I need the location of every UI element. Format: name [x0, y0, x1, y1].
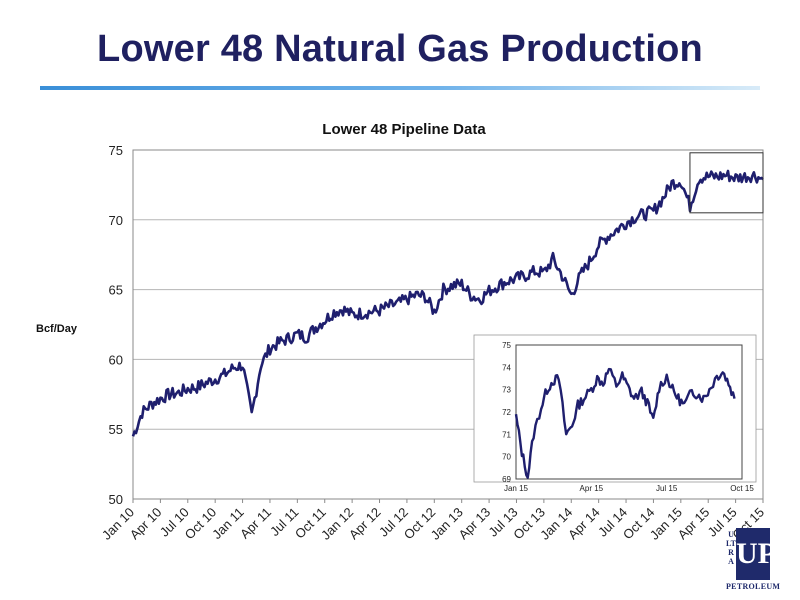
logo-mark: UP [736, 528, 776, 580]
main-x-tick: Apr 15 [675, 505, 713, 543]
inset-plot-frame [515, 344, 743, 480]
title-rule [40, 86, 760, 90]
logo-vertical-text: ULTRA [726, 530, 736, 566]
main-y-tick: 65 [109, 283, 123, 298]
company-logo: ULTRA UP PETROLEUM [726, 528, 781, 594]
inset-series-line [514, 367, 736, 479]
inset-y-tick: 69 [502, 475, 511, 484]
inset-y-tick: 75 [502, 341, 511, 350]
inset-x-tick: Jul 15 [656, 484, 678, 493]
inset-y-tick: 74 [502, 363, 511, 372]
main-y-tick: 50 [109, 492, 123, 507]
inset-x-tick: Oct 15 [730, 484, 754, 493]
main-y-tick: 70 [109, 213, 123, 228]
slide-title: Lower 48 Natural Gas Production [97, 28, 703, 70]
main-x-tick: Jan 11 [209, 505, 247, 543]
inset-y-tick: 72 [502, 408, 511, 417]
inset-y-tick: 70 [502, 453, 511, 462]
main-x-tick: Apr 12 [346, 505, 384, 543]
main-y-tick-labels: 50 55 60 65 70 75 [109, 143, 123, 507]
chart-title: Lower 48 Pipeline Data [322, 121, 486, 138]
y-axis-label: Bcf/Day [36, 323, 78, 335]
main-y-tick: 75 [109, 143, 123, 158]
main-x-tick: Apr 10 [127, 505, 165, 543]
main-plot-frame [132, 149, 764, 500]
inset-x-tick: Apr 15 [580, 484, 604, 493]
main-series-line [131, 169, 764, 437]
main-x-tick: Apr 14 [565, 505, 603, 543]
main-x-tick: Apr 11 [237, 505, 274, 542]
main-y-tick: 55 [109, 422, 123, 437]
inset-y-tick-labels: 69 70 71 72 73 74 75 [502, 341, 511, 484]
inset-x-tick-labels: Jan 15 Apr 15 Jul 15 Oct 15 [504, 484, 754, 493]
inset-x-tick: Jan 15 [504, 484, 529, 493]
main-y-tick: 60 [109, 352, 123, 367]
inset-y-tick: 73 [502, 386, 511, 395]
inset-highlight-box [689, 152, 764, 214]
main-x-tick: Apr 13 [456, 505, 494, 543]
inset-background [473, 334, 757, 483]
inset-y-tick: 71 [502, 430, 511, 439]
logo-wordmark: PETROLEUM [726, 582, 781, 591]
